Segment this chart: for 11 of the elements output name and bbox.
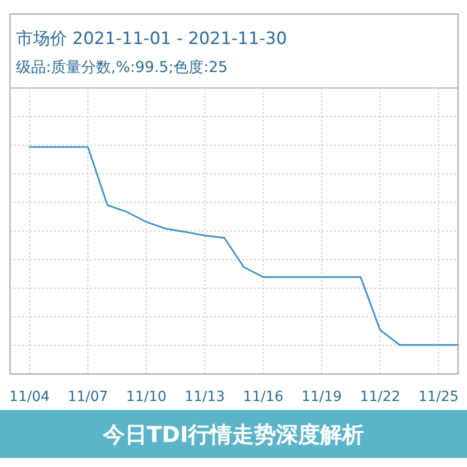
text: 今日TDI行情走势深度解析 xyxy=(102,422,364,448)
chart-subtitle: 级品:质量分数,%:99.5;色度:25 xyxy=(16,58,228,76)
x-tick-label: 11/22 xyxy=(360,389,400,405)
x-tick-label: 11/16 xyxy=(243,389,284,405)
x-tick-label: 11/19 xyxy=(301,389,342,405)
chart-title: 市场价 2021-11-01 - 2021-11-30 xyxy=(16,29,287,49)
x-tick-label: 11/04 xyxy=(9,389,50,405)
x-tick-label: 11/25 xyxy=(418,389,459,405)
x-tick-label: 11/10 xyxy=(126,389,167,405)
x-tick-label: 11/13 xyxy=(184,389,225,405)
x-tick-label: 11/07 xyxy=(68,389,108,405)
